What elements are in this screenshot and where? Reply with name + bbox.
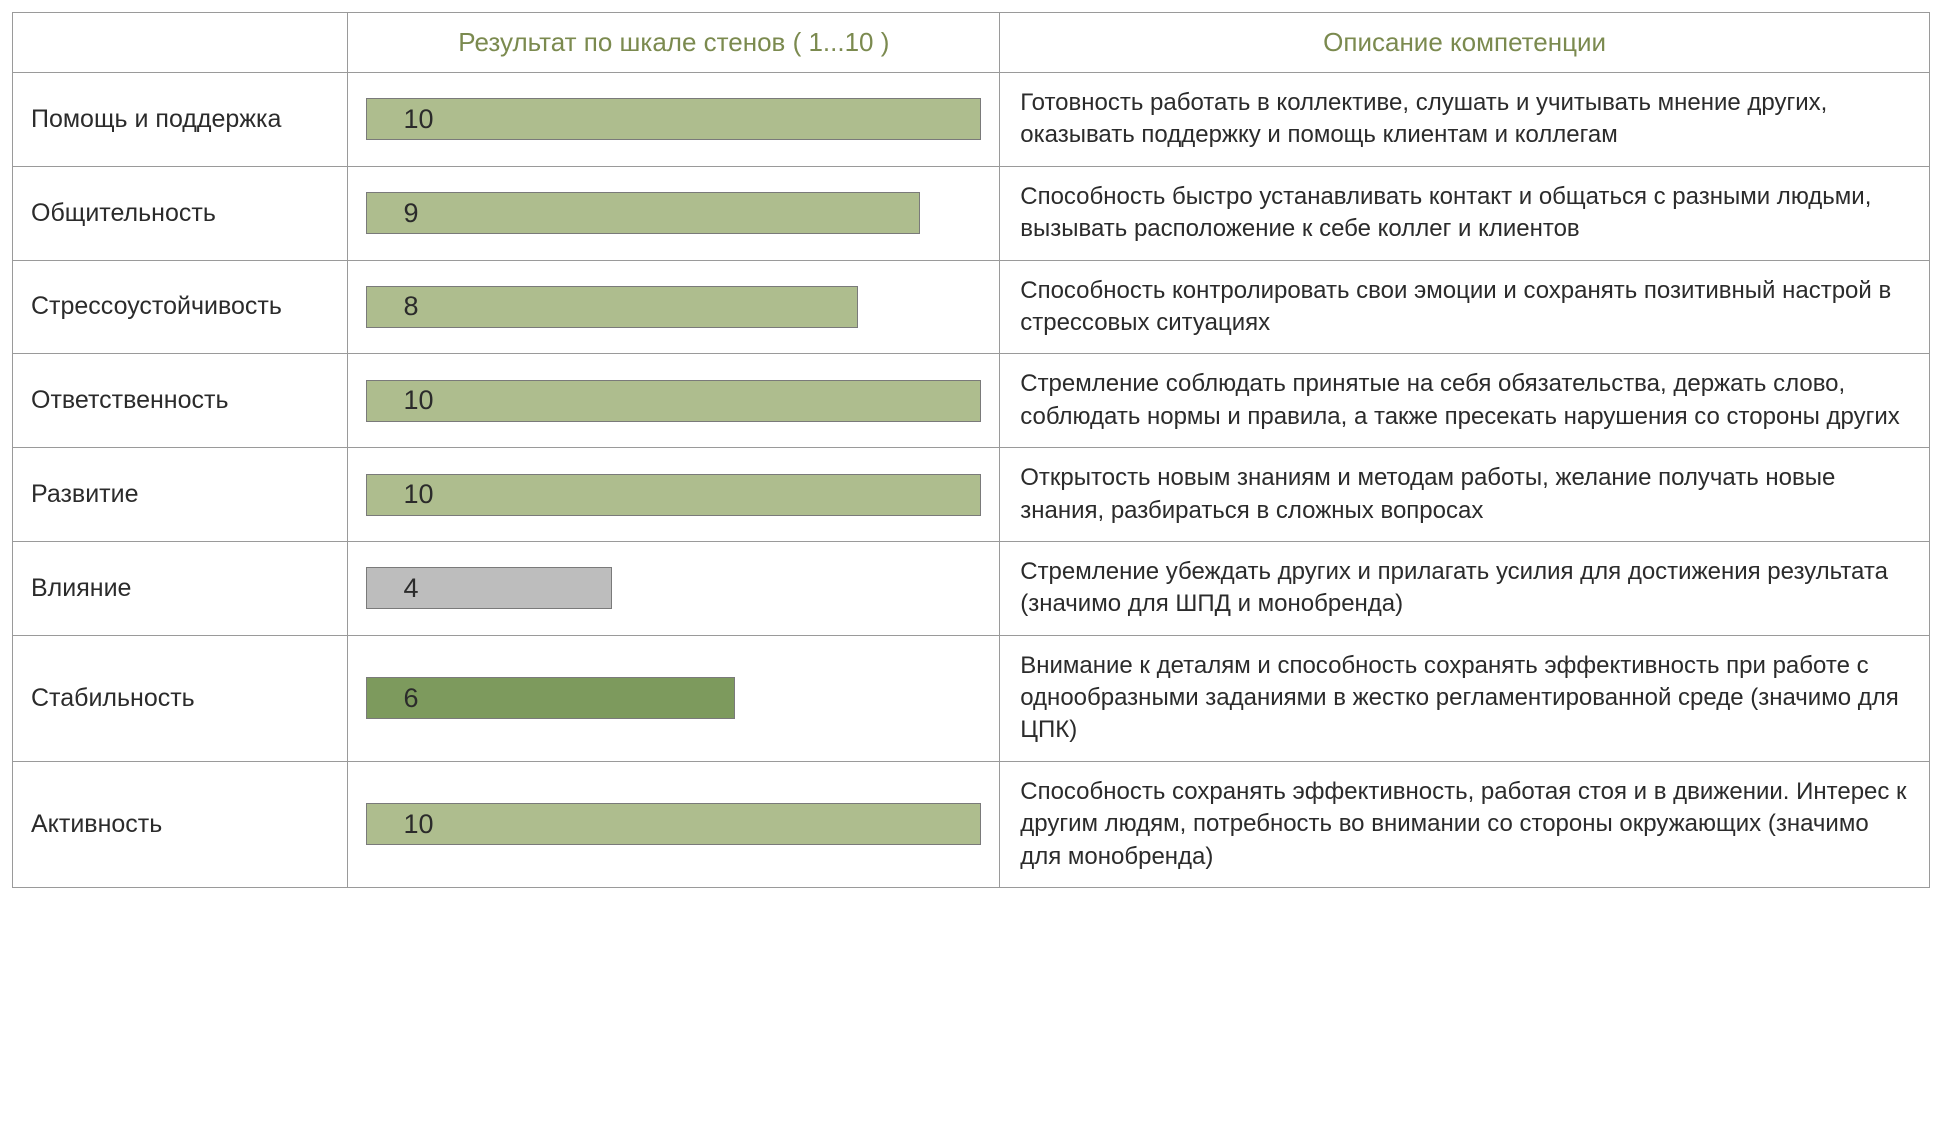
table-header-row: Результат по шкале стенов ( 1...10 ) Опи…: [13, 13, 1930, 73]
bar-track: 10: [366, 380, 981, 422]
competency-name: Влияние: [13, 541, 348, 635]
bar-track: 10: [366, 474, 981, 516]
bar-value-label: 4: [367, 573, 418, 604]
competency-description: Открытость новым знаниям и методам работ…: [1000, 448, 1930, 542]
bar-track: 4: [366, 567, 981, 609]
competency-name: Стрессоустойчивость: [13, 260, 348, 354]
table-row: Активность 10 Способность сохранять эффект…: [13, 761, 1930, 887]
competency-name: Активность: [13, 761, 348, 887]
table-row: Развитие 10 Открытость новым знаниям и мет…: [13, 448, 1930, 542]
bar-value-label: 9: [367, 198, 418, 229]
competency-name: Помощь и поддержка: [13, 73, 348, 167]
bar-fill: 10: [366, 380, 981, 422]
competency-table: Результат по шкале стенов ( 1...10 ) Опи…: [12, 12, 1930, 888]
competency-description: Способность контролировать свои эмоции и…: [1000, 260, 1930, 354]
score-bar-cell: 10: [348, 448, 1000, 542]
table-row: Стабильность 6 Внимание к деталям и способ…: [13, 635, 1930, 761]
bar-value-label: 8: [367, 291, 418, 322]
bar-track: 6: [366, 677, 981, 719]
bar-fill: 8: [366, 286, 858, 328]
bar-fill: 4: [366, 567, 612, 609]
bar-track: 9: [366, 192, 981, 234]
bar-value-label: 6: [367, 683, 418, 714]
bar-value-label: 10: [367, 809, 433, 840]
bar-track: 8: [366, 286, 981, 328]
competency-name: Ответственность: [13, 354, 348, 448]
bar-track: 10: [366, 98, 981, 140]
bar-track: 10: [366, 803, 981, 845]
bar-value-label: 10: [367, 479, 433, 510]
header-name: [13, 13, 348, 73]
bar-fill: 10: [366, 98, 981, 140]
table-row: Ответственность 10 Стремление соблюдать пр…: [13, 354, 1930, 448]
table-row: Стрессоустойчивость 8 Способность контроли…: [13, 260, 1930, 354]
table-row: Общительность 9 Способность быстро устанав…: [13, 166, 1930, 260]
bar-value-label: 10: [367, 385, 433, 416]
bar-value-label: 10: [367, 104, 433, 135]
header-score: Результат по шкале стенов ( 1...10 ): [348, 13, 1000, 73]
competency-name: Стабильность: [13, 635, 348, 761]
score-bar-cell: 10: [348, 354, 1000, 448]
table-row: Влияние 4 Стремление убеждать других и при…: [13, 541, 1930, 635]
competency-description: Стремление убеждать других и прилагать у…: [1000, 541, 1930, 635]
bar-fill: 10: [366, 803, 981, 845]
bar-fill: 9: [366, 192, 919, 234]
competency-name: Развитие: [13, 448, 348, 542]
score-bar-cell: 4: [348, 541, 1000, 635]
header-description: Описание компетенции: [1000, 13, 1930, 73]
competency-description: Стремление соблюдать принятые на себя об…: [1000, 354, 1930, 448]
competency-name: Общительность: [13, 166, 348, 260]
score-bar-cell: 8: [348, 260, 1000, 354]
score-bar-cell: 10: [348, 73, 1000, 167]
competency-description: Внимание к деталям и способность сохраня…: [1000, 635, 1930, 761]
competency-description: Способность сохранять эффективность, раб…: [1000, 761, 1930, 887]
bar-fill: 10: [366, 474, 981, 516]
score-bar-cell: 9: [348, 166, 1000, 260]
competency-description: Способность быстро устанавливать контакт…: [1000, 166, 1930, 260]
score-bar-cell: 10: [348, 761, 1000, 887]
table-row: Помощь и поддержка 10 Готовность работать …: [13, 73, 1930, 167]
score-bar-cell: 6: [348, 635, 1000, 761]
bar-fill: 6: [366, 677, 735, 719]
competency-description: Готовность работать в коллективе, слушат…: [1000, 73, 1930, 167]
